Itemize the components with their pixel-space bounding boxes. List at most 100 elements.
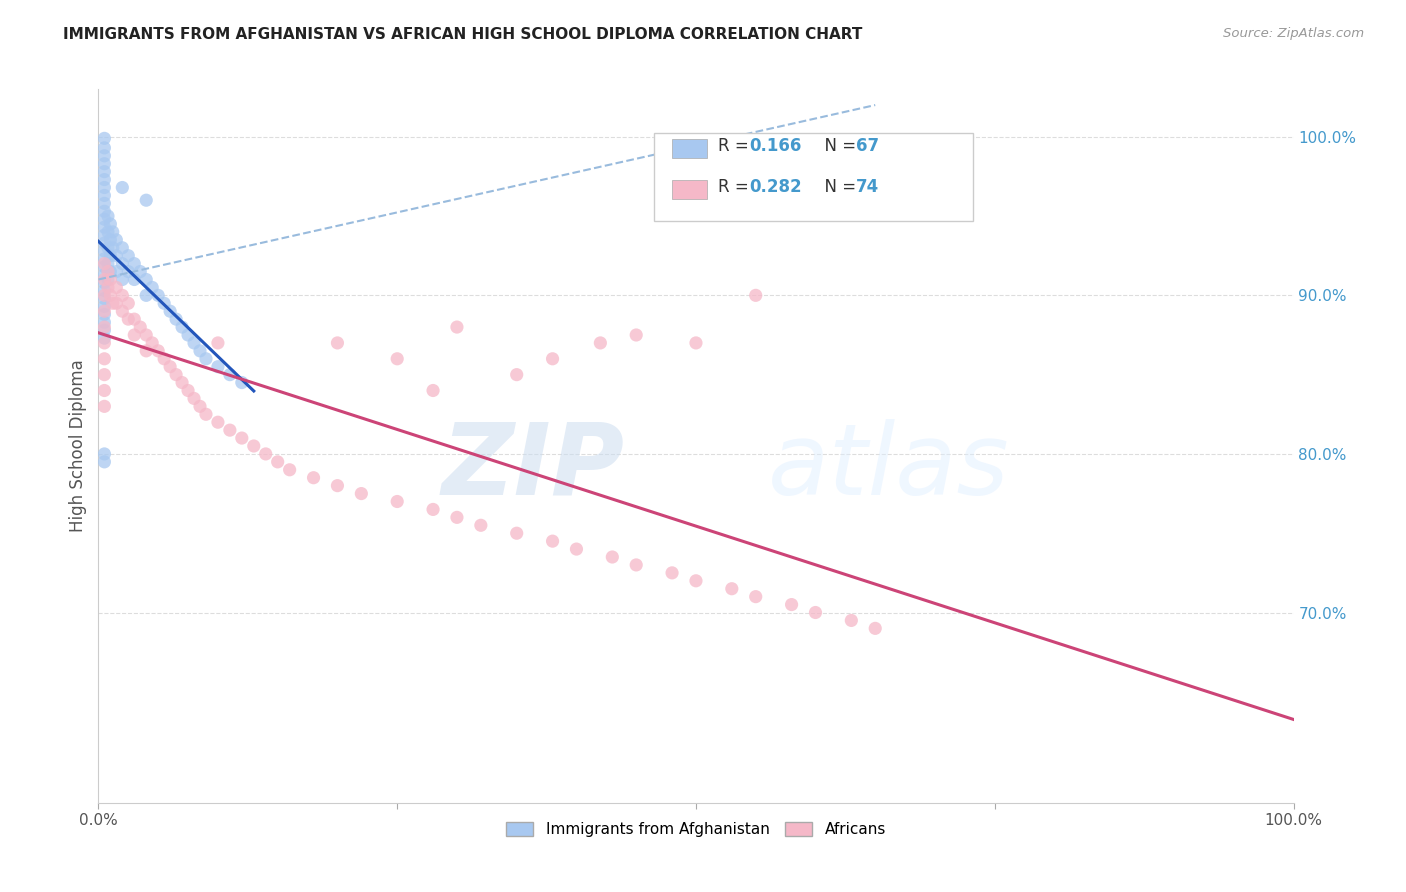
Point	[111, 288, 134, 302]
Point	[93, 368, 115, 382]
Point	[93, 351, 115, 366]
Point	[111, 180, 134, 194]
Point	[105, 233, 128, 247]
Point	[159, 304, 181, 318]
Point	[165, 312, 187, 326]
Point	[93, 180, 115, 194]
Point	[97, 225, 120, 239]
Point	[93, 288, 115, 302]
Point	[153, 296, 176, 310]
Point	[93, 307, 115, 321]
Point	[141, 335, 163, 350]
Point	[326, 478, 349, 492]
Point	[93, 228, 115, 243]
Point	[506, 368, 529, 382]
Point	[278, 463, 301, 477]
Point	[446, 320, 468, 334]
Point	[188, 343, 211, 358]
Point	[219, 368, 242, 382]
Point	[207, 359, 229, 374]
Point	[231, 376, 253, 390]
Point	[98, 288, 122, 302]
Point	[93, 323, 115, 337]
Point	[111, 241, 134, 255]
Point	[195, 407, 218, 421]
Point	[626, 328, 648, 343]
Point	[135, 272, 157, 286]
Point	[117, 249, 139, 263]
Point	[565, 542, 588, 557]
Point	[626, 558, 648, 572]
Point	[841, 614, 863, 628]
Point	[93, 244, 115, 258]
Point	[243, 439, 266, 453]
Point	[111, 272, 134, 286]
Point	[541, 351, 564, 366]
Text: 67: 67	[856, 137, 879, 155]
Point	[93, 260, 115, 274]
Point	[93, 204, 115, 219]
Point	[93, 315, 115, 329]
Point	[865, 621, 887, 635]
Point	[141, 280, 163, 294]
Point	[685, 335, 707, 350]
Point	[326, 335, 349, 350]
Point	[385, 351, 409, 366]
Point	[97, 241, 120, 255]
Point	[93, 400, 115, 414]
Point	[589, 335, 612, 350]
Point	[135, 343, 157, 358]
Point	[101, 241, 124, 255]
Point	[93, 304, 115, 318]
Point	[207, 415, 229, 429]
Point	[302, 471, 325, 485]
Point	[93, 320, 115, 334]
Point	[93, 335, 115, 350]
Point	[93, 455, 115, 469]
Point	[97, 209, 120, 223]
Text: 74: 74	[856, 178, 879, 196]
Point	[97, 264, 120, 278]
Point	[267, 455, 290, 469]
Point	[124, 257, 146, 271]
Point	[745, 288, 768, 302]
Point	[93, 149, 115, 163]
Point	[117, 296, 139, 310]
Text: ZIP: ZIP	[441, 419, 624, 516]
Point	[254, 447, 277, 461]
Point	[98, 264, 122, 278]
Point	[602, 549, 624, 564]
Point	[93, 235, 115, 250]
Point	[101, 225, 124, 239]
Point	[93, 196, 115, 211]
Point	[231, 431, 253, 445]
Y-axis label: High School Diploma: High School Diploma	[69, 359, 87, 533]
Point	[93, 157, 115, 171]
Point	[93, 220, 115, 235]
Point	[804, 606, 827, 620]
Point	[183, 392, 205, 406]
Point	[97, 280, 120, 294]
Point	[135, 328, 157, 343]
Point	[446, 510, 468, 524]
Point	[207, 335, 229, 350]
Point	[721, 582, 744, 596]
Point	[685, 574, 707, 588]
Point	[93, 272, 115, 286]
Point	[661, 566, 683, 580]
Point	[172, 376, 194, 390]
Point	[219, 423, 242, 437]
Point	[93, 331, 115, 345]
Point	[98, 233, 122, 247]
Point	[93, 172, 115, 186]
Text: R =: R =	[718, 137, 754, 155]
Text: N =: N =	[814, 137, 862, 155]
Point	[124, 272, 146, 286]
Point	[177, 384, 200, 398]
Point	[129, 320, 152, 334]
Point	[195, 351, 218, 366]
Text: Source: ZipAtlas.com: Source: ZipAtlas.com	[1223, 27, 1364, 40]
Point	[98, 272, 122, 286]
Point	[159, 359, 181, 374]
Point	[101, 296, 124, 310]
